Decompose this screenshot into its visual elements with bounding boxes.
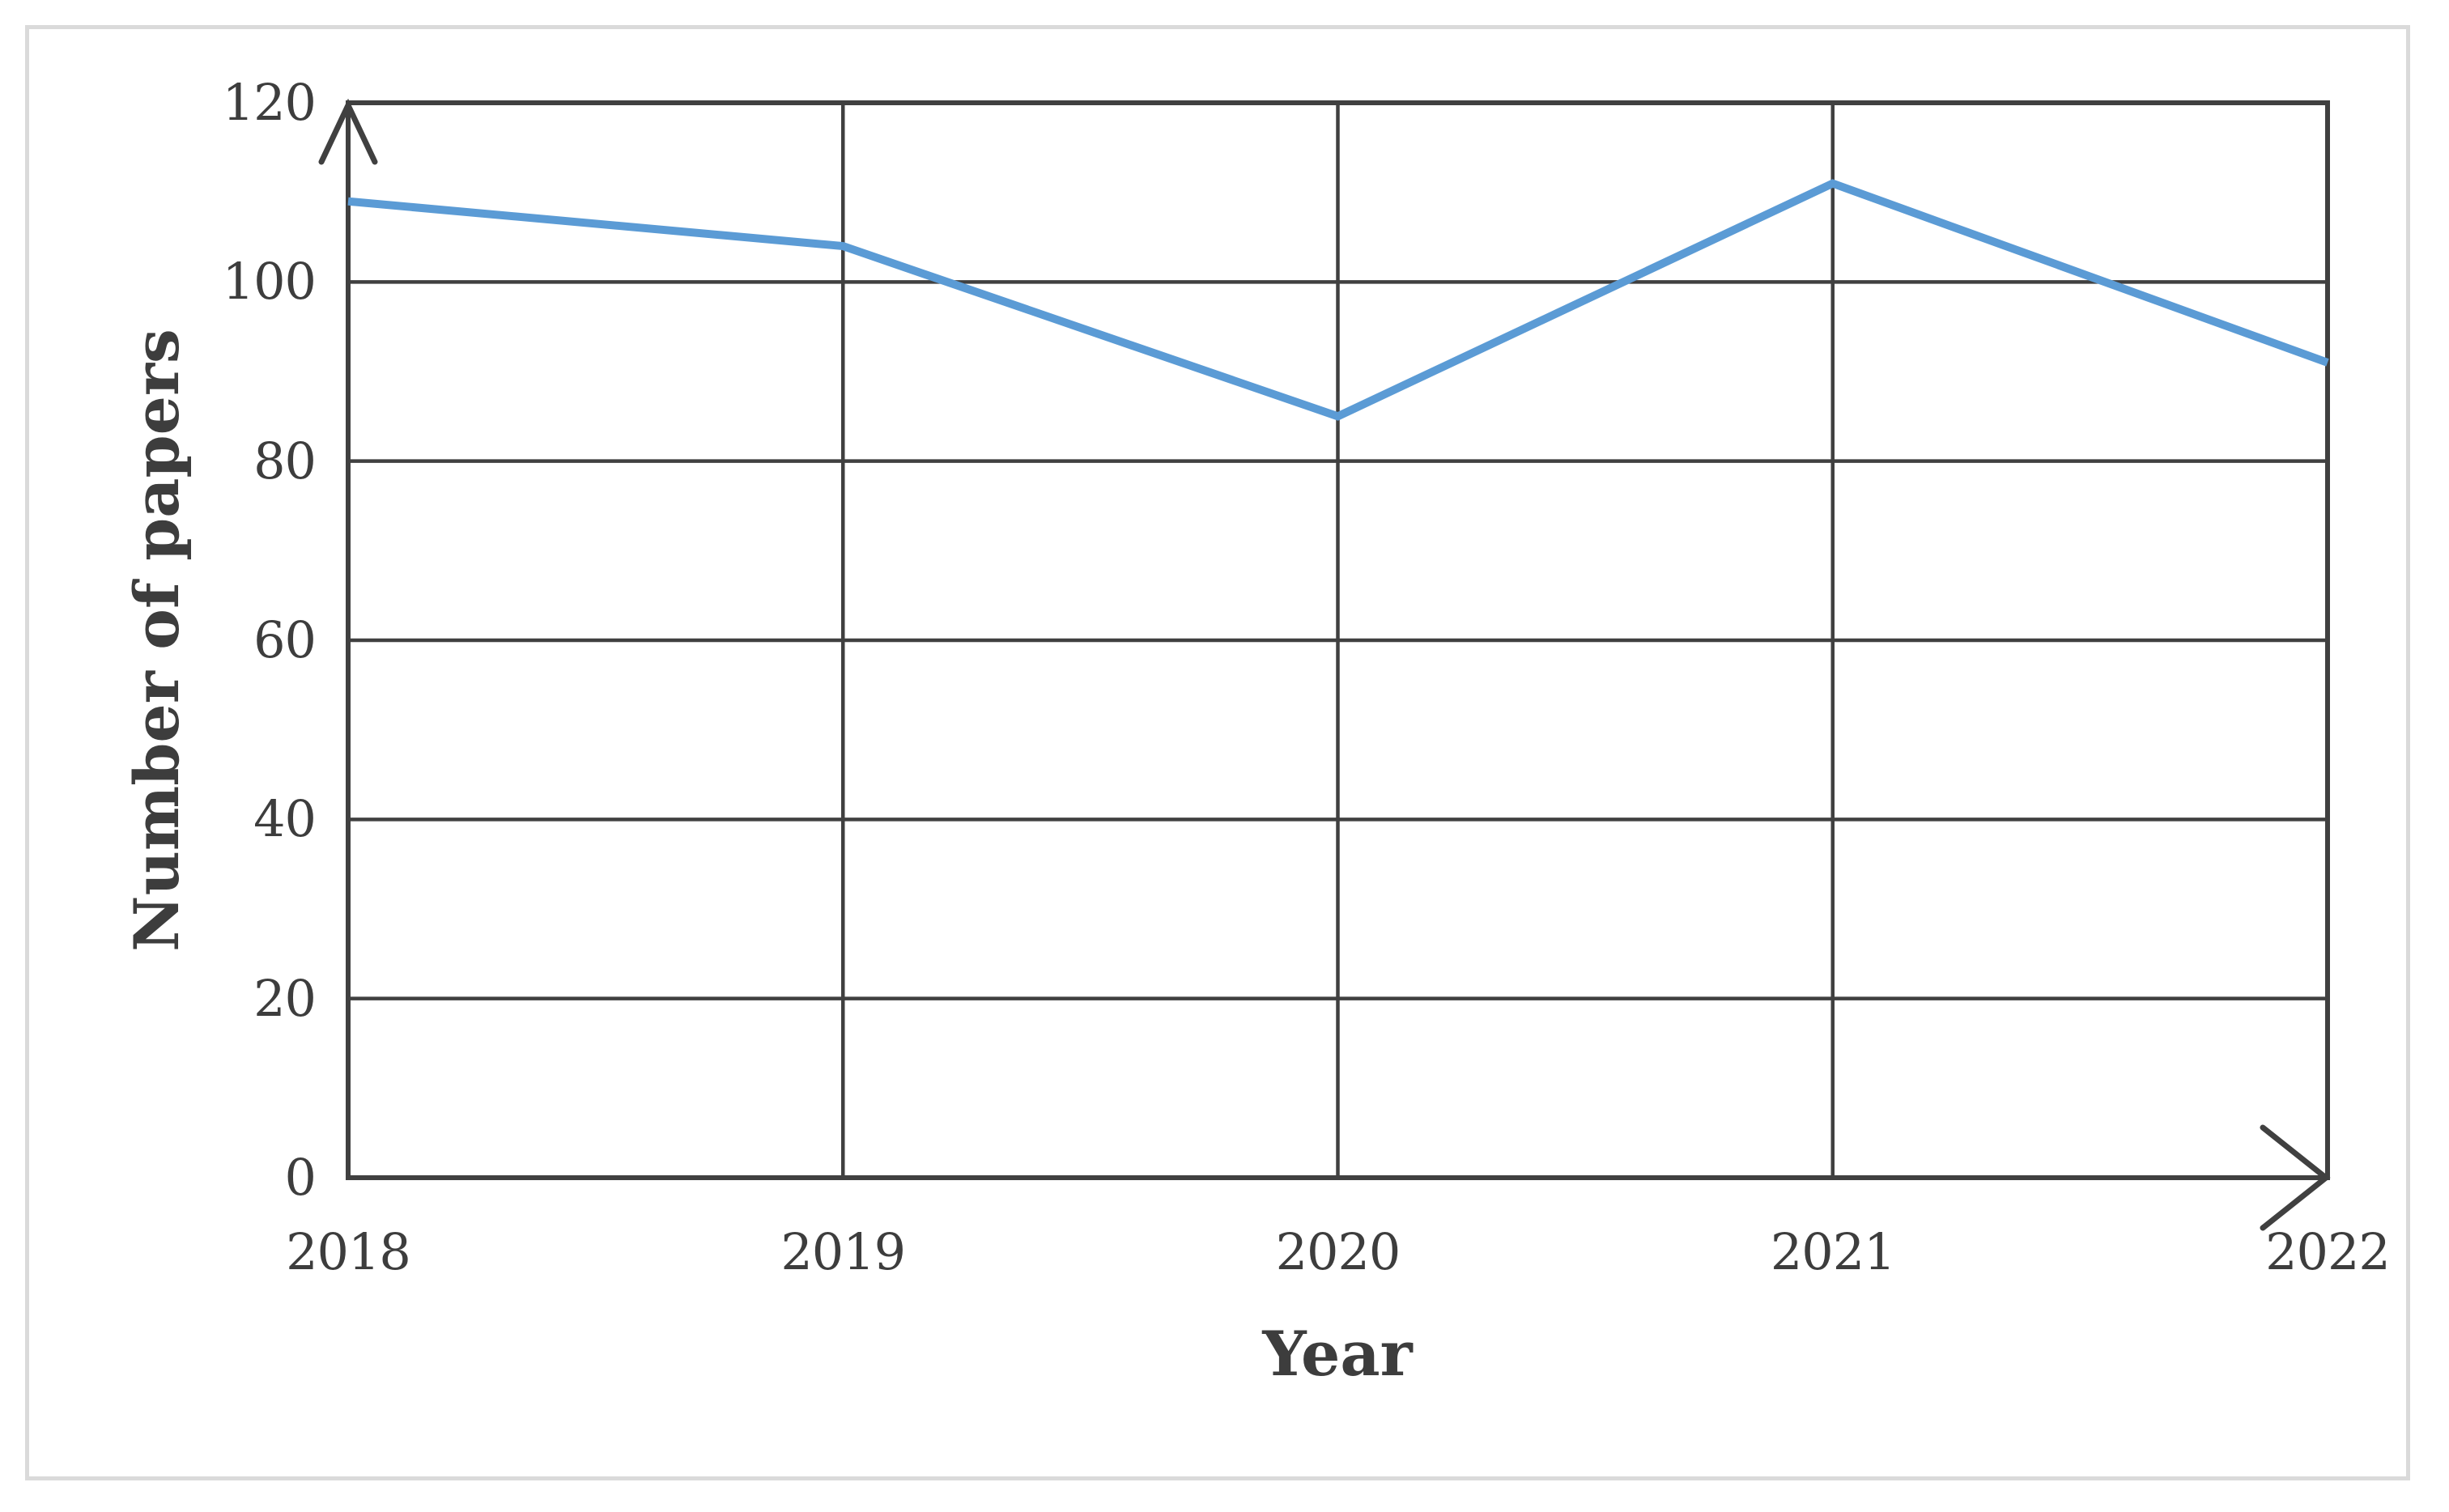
- figure-frame: [25, 25, 2410, 1480]
- x-tick-label: 2018: [286, 1222, 411, 1281]
- x-axis-title: Year: [1262, 1318, 1413, 1390]
- y-tick-label: 120: [222, 73, 317, 132]
- y-tick-label: 100: [222, 252, 317, 312]
- y-tick-label: 20: [253, 968, 317, 1028]
- plot-border: [346, 100, 2330, 1180]
- data-line: [347, 179, 2329, 421]
- y-tick-label: 0: [284, 1148, 317, 1207]
- x-tick-label: 2021: [1770, 1222, 1896, 1281]
- x-tick-label: 2022: [2265, 1222, 2391, 1281]
- x-tick-label: 2019: [780, 1222, 906, 1281]
- y-tick-label: 40: [253, 789, 317, 849]
- y-axis-arrow-icon: [318, 98, 378, 165]
- y-tick-label: 80: [253, 431, 317, 491]
- x-axis-arrow-icon: [2260, 1124, 2331, 1231]
- x-tick-label: 2020: [1275, 1222, 1401, 1281]
- y-tick-label: 60: [253, 610, 317, 669]
